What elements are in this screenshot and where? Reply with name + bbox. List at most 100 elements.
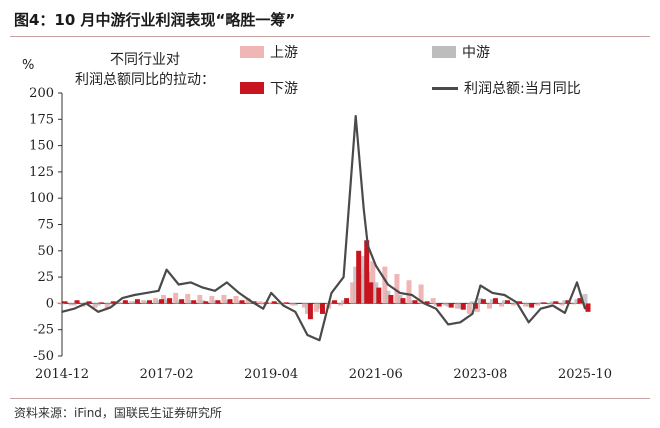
bar-midstream (212, 300, 218, 304)
bar-upstream (140, 300, 146, 304)
point-total-profit-yoy (306, 334, 309, 336)
bar-downstream (122, 300, 128, 304)
bar-midstream (445, 303, 451, 307)
point-total-profit-yoy (97, 311, 100, 313)
point-total-profit-yoy (318, 339, 321, 342)
bar-downstream (62, 301, 68, 304)
point-total-profit-yoy (85, 302, 87, 305)
bar-downstream (295, 303, 301, 304)
y-tick-label: 75 (37, 218, 54, 233)
bar-downstream (98, 302, 104, 304)
bar-upstream (313, 303, 319, 312)
chart-title: 图4：10 月中游行业利润表现“略胜一筹” (14, 11, 296, 29)
bar-downstream (191, 300, 197, 304)
bar-midstream (538, 302, 544, 304)
point-total-profit-yoy (226, 281, 228, 284)
bar-midstream (260, 303, 266, 305)
bar-downstream (553, 301, 559, 304)
bar-upstream (394, 273, 400, 304)
point-total-profit-yoy (527, 321, 530, 324)
bar-midstream (176, 300, 182, 304)
point-total-profit-yoy (189, 281, 192, 284)
bar-downstream (388, 294, 394, 304)
point-total-profit-yoy (479, 284, 482, 287)
bar-midstream (316, 303, 322, 309)
point-total-profit-yoy (471, 313, 474, 315)
bar-downstream (239, 300, 245, 304)
point-total-profit-yoy (262, 307, 264, 310)
bar-upstream (197, 294, 203, 304)
bar-downstream (307, 303, 313, 320)
bar-upstream (68, 303, 74, 306)
bar-midstream (59, 303, 65, 305)
bar-downstream (203, 301, 209, 304)
bar-downstream (356, 250, 362, 304)
bar-midstream (502, 300, 508, 304)
bar-midstream (550, 301, 556, 304)
legend-item-total: 利润总额:当月同比 (432, 78, 581, 98)
point-total-profit-yoy (145, 292, 148, 294)
point-total-profit-yoy (435, 307, 437, 310)
point-total-profit-yoy (109, 306, 112, 309)
point-total-profit-yoy (330, 292, 333, 294)
bar-downstream (167, 298, 173, 304)
bar-downstream (577, 298, 583, 304)
bar-upstream (511, 303, 517, 306)
bar-downstream (376, 287, 382, 304)
point-total-profit-yoy (411, 294, 413, 296)
bar-upstream (579, 303, 585, 305)
bar-downstream (74, 300, 80, 304)
point-total-profit-yoy (447, 323, 450, 326)
bar-upstream (535, 303, 541, 306)
bar-midstream (469, 301, 475, 304)
x-tick-label: 2021-06 (349, 367, 403, 382)
y-tick-label: 200 (29, 86, 54, 101)
bar-downstream (319, 303, 325, 314)
bar-upstream (338, 303, 344, 306)
point-total-profit-yoy (121, 297, 124, 299)
bar-downstream (541, 302, 547, 304)
point-total-profit-yoy (366, 244, 369, 247)
source-divider (10, 398, 650, 399)
bar-midstream (107, 303, 113, 305)
legend-item-midstream: 中游 (432, 42, 490, 62)
bar-downstream (492, 298, 498, 304)
bar-downstream (529, 303, 535, 308)
bar-downstream (565, 300, 571, 304)
bar-midstream (489, 299, 495, 304)
bar-midstream (582, 293, 588, 304)
bar-upstream (209, 296, 215, 304)
x-tick-label: 2017-02 (140, 367, 194, 382)
bar-midstream (397, 294, 403, 304)
bar-upstream (406, 280, 412, 304)
point-total-profit-yoy (387, 283, 389, 286)
bar-midstream (457, 303, 463, 309)
bar-midstream (361, 256, 367, 304)
bar-upstream (466, 303, 472, 314)
bar-midstream (119, 302, 125, 304)
point-total-profit-yoy (584, 307, 586, 310)
bar-midstream (477, 298, 483, 304)
point-total-profit-yoy (515, 301, 518, 304)
bar-downstream (86, 301, 92, 304)
point-total-profit-yoy (282, 304, 285, 307)
legend-heading-line2: 利润总额同比的拉动： (75, 72, 215, 88)
bar-downstream (368, 282, 374, 304)
point-total-profit-yoy (157, 289, 160, 292)
point-total-profit-yoy (503, 294, 506, 296)
source-note: 资料来源：iFind，国联民生证券研究所 (14, 406, 222, 420)
legend-label-total: 利润总额:当月同比 (464, 81, 581, 97)
bar-upstream (185, 293, 191, 304)
bar-midstream (200, 300, 206, 304)
bar-upstream (221, 294, 227, 304)
point-total-profit-yoy (177, 283, 180, 286)
bar-midstream (433, 303, 439, 306)
bar-downstream (159, 299, 165, 304)
point-total-profit-yoy (73, 307, 75, 310)
legend-label-midstream: 中游 (462, 45, 490, 61)
legend-label-upstream: 上游 (270, 45, 298, 61)
bar-downstream (436, 303, 442, 307)
bar-downstream (215, 300, 221, 304)
x-tick-label: 2014-12 (35, 367, 89, 382)
bar-midstream (329, 301, 335, 304)
